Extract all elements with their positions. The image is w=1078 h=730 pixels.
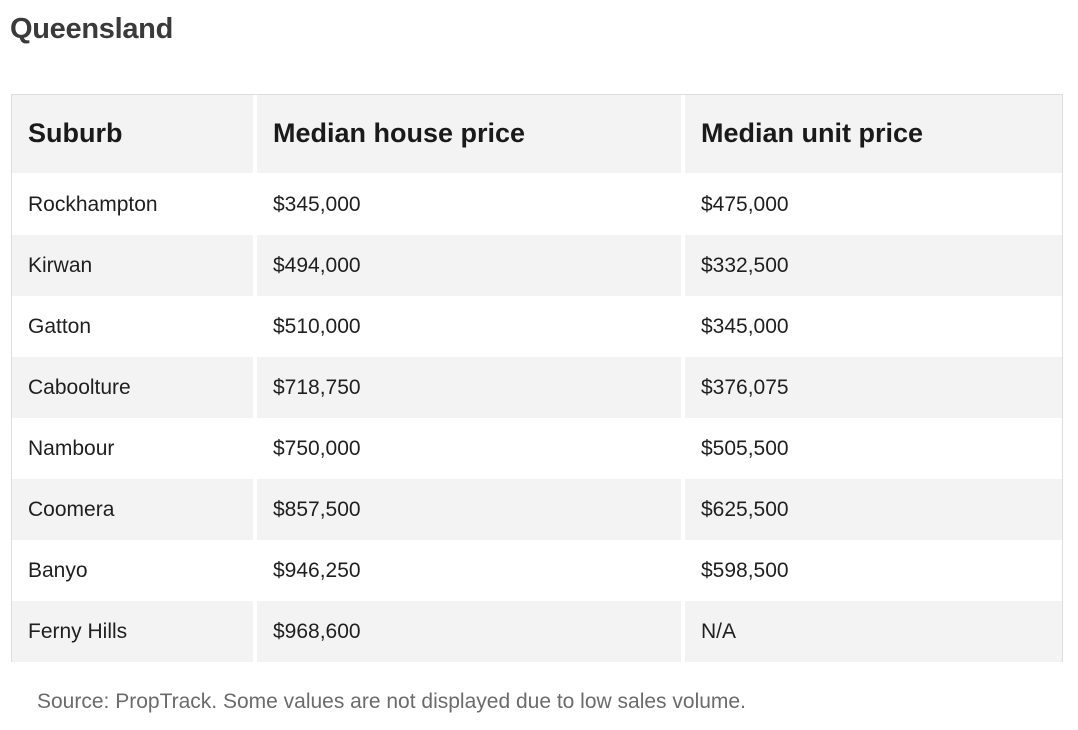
price-table: Suburb Median house price Median unit pr… — [12, 95, 1062, 662]
table-row: Ferny Hills $968,600 N/A — [12, 601, 1062, 662]
table-header-row: Suburb Median house price Median unit pr… — [12, 95, 1062, 174]
unit-price-cell: $345,000 — [701, 314, 789, 338]
suburb-cell: Banyo — [12, 540, 257, 601]
house-price-cell: $857,500 — [255, 479, 685, 540]
suburb-cell: Kirwan — [12, 235, 257, 296]
price-table-container: Suburb Median house price Median unit pr… — [11, 94, 1063, 662]
house-price-cell: $510,000 — [255, 296, 685, 357]
house-price-cell: $946,250 — [255, 540, 685, 601]
page-title: Queensland — [10, 13, 173, 45]
unit-price-cell: $505,500 — [701, 436, 789, 460]
unit-price-cell: $376,075 — [701, 375, 789, 399]
header-median-house-price: Median house price — [255, 95, 685, 174]
unit-price-cell: $332,500 — [701, 253, 789, 277]
table-row: Kirwan $494,000 $332,500 — [12, 235, 1062, 296]
suburb-cell: Ferny Hills — [12, 601, 257, 662]
table-row: Rockhampton $345,000 $475,000 — [12, 174, 1062, 235]
house-price-cell: $750,000 — [255, 418, 685, 479]
suburb-cell: Gatton — [12, 296, 257, 357]
unit-price-cell: $625,500 — [701, 497, 789, 521]
table-row: Caboolture $718,750 $376,075 — [12, 357, 1062, 418]
table-row: Banyo $946,250 $598,500 — [12, 540, 1062, 601]
unit-price-cell: N/A — [701, 619, 737, 643]
suburb-cell: Nambour — [12, 418, 257, 479]
unit-price-cell: $598,500 — [701, 558, 789, 582]
header-median-unit-price: Median unit price — [701, 118, 924, 149]
suburb-cell: Rockhampton — [12, 174, 257, 235]
header-suburb: Suburb — [12, 95, 257, 174]
table-row: Gatton $510,000 $345,000 — [12, 296, 1062, 357]
house-price-cell: $345,000 — [255, 174, 685, 235]
suburb-cell: Coomera — [12, 479, 257, 540]
unit-price-cell: $475,000 — [701, 193, 789, 217]
house-price-cell: $968,600 — [255, 601, 685, 662]
house-price-cell: $718,750 — [255, 357, 685, 418]
source-note: Source: PropTrack. Some values are not d… — [37, 690, 746, 713]
table-row: Nambour $750,000 $505,500 — [12, 418, 1062, 479]
house-price-cell: $494,000 — [255, 235, 685, 296]
table-row: Coomera $857,500 $625,500 — [12, 479, 1062, 540]
suburb-cell: Caboolture — [12, 357, 257, 418]
